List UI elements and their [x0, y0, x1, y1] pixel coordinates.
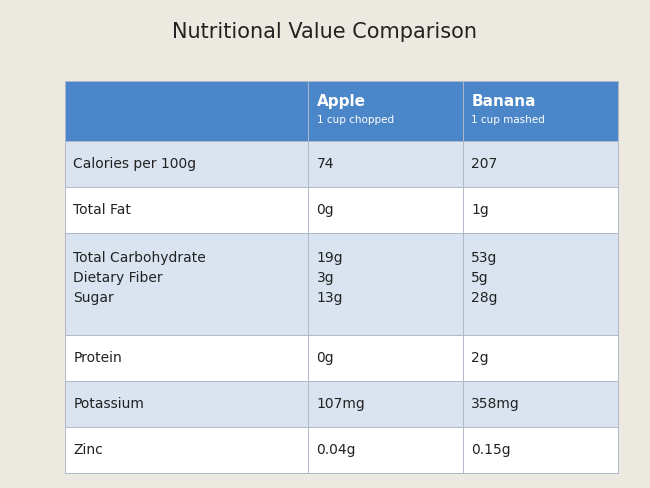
Text: 107mg: 107mg — [317, 397, 365, 411]
Text: 0.15g: 0.15g — [471, 443, 511, 457]
FancyBboxPatch shape — [65, 381, 308, 427]
FancyBboxPatch shape — [463, 381, 618, 427]
Text: 53g
5g
28g: 53g 5g 28g — [471, 251, 498, 305]
FancyBboxPatch shape — [308, 335, 463, 381]
Text: 1 cup mashed: 1 cup mashed — [471, 115, 545, 125]
Text: 358mg: 358mg — [471, 397, 520, 411]
FancyBboxPatch shape — [308, 141, 463, 187]
Text: Apple: Apple — [317, 94, 365, 109]
Text: 0.04g: 0.04g — [317, 443, 356, 457]
FancyBboxPatch shape — [463, 141, 618, 187]
FancyBboxPatch shape — [463, 81, 618, 141]
Text: Nutritional Value Comparison: Nutritional Value Comparison — [172, 22, 478, 41]
Text: Banana: Banana — [471, 94, 536, 109]
FancyBboxPatch shape — [308, 187, 463, 233]
FancyBboxPatch shape — [463, 233, 618, 335]
Text: 2g: 2g — [471, 351, 489, 365]
FancyBboxPatch shape — [65, 141, 308, 187]
Text: Calories per 100g: Calories per 100g — [73, 157, 196, 171]
Text: Zinc: Zinc — [73, 443, 103, 457]
FancyBboxPatch shape — [308, 233, 463, 335]
FancyBboxPatch shape — [463, 427, 618, 473]
FancyBboxPatch shape — [463, 335, 618, 381]
Text: 19g
3g
13g: 19g 3g 13g — [317, 251, 343, 305]
Text: 1g: 1g — [471, 203, 489, 217]
Text: Potassium: Potassium — [73, 397, 144, 411]
Text: Total Carbohydrate
Dietary Fiber
Sugar: Total Carbohydrate Dietary Fiber Sugar — [73, 251, 206, 305]
FancyBboxPatch shape — [308, 81, 463, 141]
FancyBboxPatch shape — [463, 187, 618, 233]
Text: 74: 74 — [317, 157, 334, 171]
FancyBboxPatch shape — [65, 335, 308, 381]
Text: 0g: 0g — [317, 351, 334, 365]
Text: Total Fat: Total Fat — [73, 203, 131, 217]
FancyBboxPatch shape — [65, 187, 308, 233]
Text: 0g: 0g — [317, 203, 334, 217]
Text: Protein: Protein — [73, 351, 122, 365]
Text: 207: 207 — [471, 157, 497, 171]
FancyBboxPatch shape — [65, 81, 308, 141]
Text: 1 cup chopped: 1 cup chopped — [317, 115, 394, 125]
FancyBboxPatch shape — [65, 427, 308, 473]
FancyBboxPatch shape — [308, 381, 463, 427]
FancyBboxPatch shape — [308, 427, 463, 473]
FancyBboxPatch shape — [65, 233, 308, 335]
